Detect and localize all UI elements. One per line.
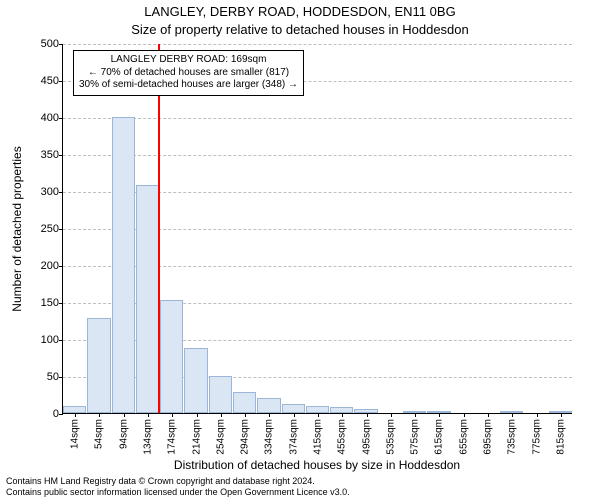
x-tick-label: 14sqm bbox=[70, 419, 81, 449]
y-tick-label: 350 bbox=[41, 149, 59, 161]
y-tick-label: 0 bbox=[53, 408, 59, 420]
annotation-line1: LANGLEY DERBY ROAD: 169sqm bbox=[79, 54, 298, 67]
x-tick-label: 695sqm bbox=[483, 419, 494, 455]
gridline bbox=[63, 155, 572, 156]
y-tick bbox=[59, 44, 63, 45]
x-tick-label: 294sqm bbox=[240, 419, 251, 455]
x-tick-label: 374sqm bbox=[288, 419, 299, 455]
y-tick-label: 150 bbox=[41, 297, 59, 309]
y-tick bbox=[59, 118, 63, 119]
page-title-line2: Size of property relative to detached ho… bbox=[0, 22, 600, 37]
y-tick-label: 250 bbox=[41, 223, 59, 235]
x-tick bbox=[537, 413, 538, 417]
page-title-line1: LANGLEY, DERBY ROAD, HODDESDON, EN11 0BG bbox=[0, 4, 600, 19]
x-tick-label: 815sqm bbox=[555, 419, 566, 455]
y-tick bbox=[59, 155, 63, 156]
x-tick bbox=[148, 413, 149, 417]
histogram-bar bbox=[160, 300, 183, 413]
annotation-box: LANGLEY DERBY ROAD: 169sqm ← 70% of deta… bbox=[73, 50, 304, 96]
y-tick-label: 100 bbox=[41, 334, 59, 346]
gridline bbox=[63, 44, 572, 45]
x-tick bbox=[294, 413, 295, 417]
footer-attribution: Contains HM Land Registry data © Crown c… bbox=[6, 476, 350, 498]
x-tick-label: 655sqm bbox=[458, 419, 469, 455]
x-tick bbox=[172, 413, 173, 417]
y-tick bbox=[59, 377, 63, 378]
x-tick-label: 134sqm bbox=[143, 419, 154, 455]
histogram-bar bbox=[136, 185, 159, 413]
x-tick-label: 615sqm bbox=[434, 419, 445, 455]
x-tick bbox=[221, 413, 222, 417]
y-tick bbox=[59, 229, 63, 230]
footer-line1: Contains HM Land Registry data © Crown c… bbox=[6, 476, 350, 487]
histogram-bar bbox=[87, 318, 110, 413]
histogram-bar bbox=[306, 406, 329, 413]
histogram-bar bbox=[282, 404, 305, 413]
annotation-line2: ← 70% of detached houses are smaller (81… bbox=[79, 67, 298, 80]
x-axis-label: Distribution of detached houses by size … bbox=[62, 458, 572, 472]
y-tick-label: 450 bbox=[41, 75, 59, 87]
histogram-bar bbox=[209, 376, 232, 413]
x-tick bbox=[75, 413, 76, 417]
histogram-bar bbox=[233, 392, 256, 413]
x-tick bbox=[245, 413, 246, 417]
y-tick-label: 300 bbox=[41, 186, 59, 198]
x-tick bbox=[464, 413, 465, 417]
x-tick bbox=[561, 413, 562, 417]
histogram-bar bbox=[63, 406, 86, 413]
y-tick bbox=[59, 192, 63, 193]
x-tick bbox=[439, 413, 440, 417]
x-tick-label: 735sqm bbox=[507, 419, 518, 455]
y-tick-label: 50 bbox=[47, 371, 59, 383]
y-tick bbox=[59, 340, 63, 341]
x-tick-label: 575sqm bbox=[410, 419, 421, 455]
x-tick-label: 94sqm bbox=[118, 419, 129, 449]
x-tick-label: 334sqm bbox=[264, 419, 275, 455]
y-tick-label: 400 bbox=[41, 112, 59, 124]
x-tick-label: 535sqm bbox=[385, 419, 396, 455]
x-tick bbox=[124, 413, 125, 417]
x-tick bbox=[488, 413, 489, 417]
y-tick bbox=[59, 303, 63, 304]
histogram-bar bbox=[112, 117, 135, 413]
y-tick bbox=[59, 266, 63, 267]
y-tick-label: 200 bbox=[41, 260, 59, 272]
y-axis-label: Number of detached properties bbox=[10, 146, 24, 311]
footer-line2: Contains public sector information licen… bbox=[6, 487, 350, 498]
x-tick-label: 495sqm bbox=[361, 419, 372, 455]
histogram-bar bbox=[257, 398, 280, 413]
x-tick-label: 254sqm bbox=[215, 419, 226, 455]
x-tick bbox=[415, 413, 416, 417]
x-tick-label: 214sqm bbox=[191, 419, 202, 455]
x-tick-label: 415sqm bbox=[313, 419, 324, 455]
x-tick bbox=[197, 413, 198, 417]
reference-line bbox=[158, 44, 160, 413]
x-tick-label: 455sqm bbox=[337, 419, 348, 455]
x-tick bbox=[367, 413, 368, 417]
x-tick bbox=[99, 413, 100, 417]
y-tick-label: 500 bbox=[41, 38, 59, 50]
gridline bbox=[63, 118, 572, 119]
x-tick-label: 174sqm bbox=[167, 419, 178, 455]
x-tick bbox=[391, 413, 392, 417]
x-tick-label: 54sqm bbox=[94, 419, 105, 449]
x-tick bbox=[269, 413, 270, 417]
x-tick bbox=[342, 413, 343, 417]
chart-plot-area: 05010015020025030035040045050014sqm54sqm… bbox=[62, 44, 572, 414]
x-tick-label: 775sqm bbox=[531, 419, 542, 455]
x-tick bbox=[318, 413, 319, 417]
y-tick bbox=[59, 414, 63, 415]
annotation-line3: 30% of semi-detached houses are larger (… bbox=[79, 79, 298, 92]
y-tick bbox=[59, 81, 63, 82]
histogram-bar bbox=[184, 348, 207, 413]
x-tick bbox=[512, 413, 513, 417]
y-axis-label-wrap: Number of detached properties bbox=[10, 44, 24, 414]
